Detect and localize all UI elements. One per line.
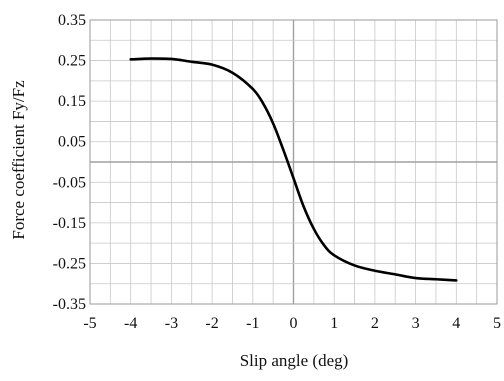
x-tick-label: -4 (124, 315, 137, 332)
series-line (129, 57, 458, 282)
y-tick-label: -0.25 (53, 255, 86, 272)
grid (89, 19, 498, 305)
x-tick-label: -5 (83, 315, 96, 332)
x-tick-label: 0 (290, 315, 298, 332)
x-tick-label: -1 (246, 315, 259, 332)
x-tick-label: 2 (371, 315, 379, 332)
y-tick-label: -0.35 (53, 296, 86, 313)
y-tick-label: 0.35 (58, 12, 86, 29)
y-axis-label: Force coefficient Fy/Fz (9, 80, 28, 240)
x-axis-label: Slip angle (deg) (240, 351, 349, 370)
plot-frame (89, 19, 498, 305)
y-tick-label: -0.15 (53, 215, 86, 232)
x-tick-label: 1 (330, 315, 338, 332)
y-tick-label: 0.05 (58, 134, 86, 151)
series-layer (129, 57, 458, 282)
x-tick-label: -2 (205, 315, 218, 332)
y-tick-label: 0.25 (58, 53, 86, 70)
plot-area-border (89, 19, 498, 305)
y-tick-label: 0.15 (58, 93, 86, 110)
x-tick-label: 3 (412, 315, 420, 332)
y-tick-labels: 0.35 0.25 0.15 0.05 -0.05 -0.15 -0.25 -0.35 (53, 12, 86, 313)
x-tick-label: -3 (165, 315, 178, 332)
x-tick-label: 4 (452, 315, 460, 332)
y-tick-label: -0.05 (53, 174, 86, 191)
x-tick-label: 5 (493, 315, 501, 332)
x-tick-labels: -5 -4 -3 -2 -1 0 1 2 3 4 5 (83, 315, 501, 332)
